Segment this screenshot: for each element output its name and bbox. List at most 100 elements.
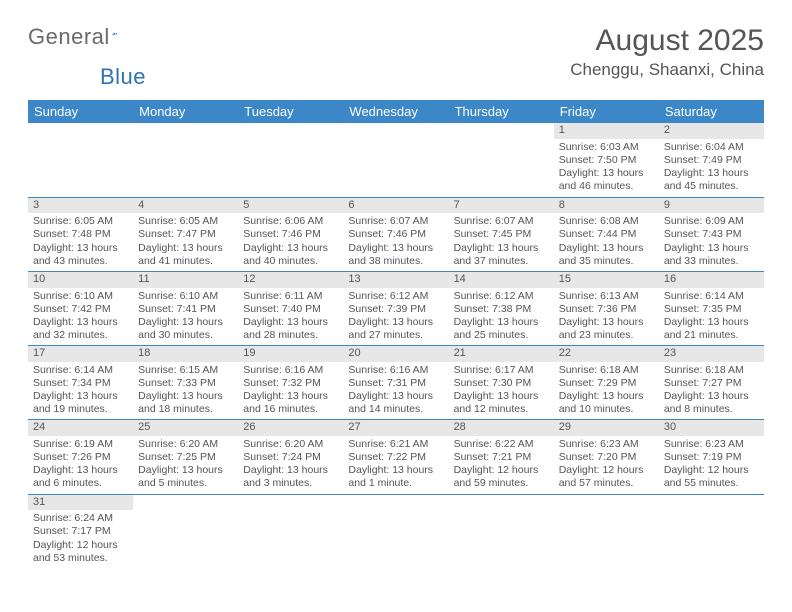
calendar-cell: 9Sunrise: 6:09 AMSunset: 7:43 PMDaylight… [659, 197, 764, 271]
calendar-cell: 2Sunrise: 6:04 AMSunset: 7:49 PMDaylight… [659, 123, 764, 197]
day-number: 15 [554, 272, 659, 288]
day-number: 4 [133, 198, 238, 214]
day-body: Sunrise: 6:18 AMSunset: 7:27 PMDaylight:… [659, 362, 764, 420]
sunrise-text: Sunrise: 6:14 AM [33, 364, 128, 377]
day-body: Sunrise: 6:10 AMSunset: 7:41 PMDaylight:… [133, 288, 238, 346]
sunset-text: Sunset: 7:21 PM [454, 451, 549, 464]
day-body: Sunrise: 6:14 AMSunset: 7:34 PMDaylight:… [28, 362, 133, 420]
sunrise-text: Sunrise: 6:09 AM [664, 215, 759, 228]
sunset-text: Sunset: 7:24 PM [243, 451, 338, 464]
day-body: Sunrise: 6:20 AMSunset: 7:25 PMDaylight:… [133, 436, 238, 494]
sunrise-text: Sunrise: 6:11 AM [243, 290, 338, 303]
sunrise-text: Sunrise: 6:21 AM [348, 438, 443, 451]
weekday-header: Saturday [659, 100, 764, 123]
calendar-cell [343, 123, 448, 197]
day-body: Sunrise: 6:10 AMSunset: 7:42 PMDaylight:… [28, 288, 133, 346]
day-body: Sunrise: 6:23 AMSunset: 7:19 PMDaylight:… [659, 436, 764, 494]
calendar-cell [133, 123, 238, 197]
calendar-cell: 11Sunrise: 6:10 AMSunset: 7:41 PMDayligh… [133, 271, 238, 345]
calendar-cell: 10Sunrise: 6:10 AMSunset: 7:42 PMDayligh… [28, 271, 133, 345]
sunrise-text: Sunrise: 6:14 AM [664, 290, 759, 303]
brand-logo: General [28, 24, 140, 50]
calendar-week: 1 Sunrise: 6:03 AMSunset: 7:50 PMDaylight… [28, 123, 764, 197]
daylight-text: Daylight: 13 hours and 14 minutes. [348, 390, 443, 416]
sunrise-text: Sunrise: 6:23 AM [559, 438, 654, 451]
day-body: Sunrise: 6:16 AMSunset: 7:32 PMDaylight:… [238, 362, 343, 420]
sunset-text: Sunset: 7:49 PM [664, 154, 759, 167]
sunrise-text: Sunrise: 6:03 AM [559, 141, 654, 154]
daylight-text: Daylight: 13 hours and 32 minutes. [33, 316, 128, 342]
calendar-week: 3Sunrise: 6:05 AMSunset: 7:48 PMDaylight… [28, 197, 764, 271]
calendar-cell: 22Sunrise: 6:18 AMSunset: 7:29 PMDayligh… [554, 346, 659, 420]
day-body: Sunrise: 6:17 AMSunset: 7:30 PMDaylight:… [449, 362, 554, 420]
calendar-cell: 20Sunrise: 6:16 AMSunset: 7:31 PMDayligh… [343, 346, 448, 420]
day-number: 23 [659, 346, 764, 362]
sunrise-text: Sunrise: 6:10 AM [33, 290, 128, 303]
sunset-text: Sunset: 7:31 PM [348, 377, 443, 390]
sunrise-text: Sunrise: 6:07 AM [454, 215, 549, 228]
daylight-text: Daylight: 13 hours and 37 minutes. [454, 242, 549, 268]
daylight-text: Daylight: 13 hours and 33 minutes. [664, 242, 759, 268]
calendar-week: 31Sunrise: 6:24 AMSunset: 7:17 PMDayligh… [28, 494, 764, 568]
day-body: Sunrise: 6:05 AMSunset: 7:47 PMDaylight:… [133, 213, 238, 271]
day-body: Sunrise: 6:05 AMSunset: 7:48 PMDaylight:… [28, 213, 133, 271]
sunset-text: Sunset: 7:43 PM [664, 228, 759, 241]
calendar-cell: 6Sunrise: 6:07 AMSunset: 7:46 PMDaylight… [343, 197, 448, 271]
daylight-text: Daylight: 13 hours and 46 minutes. [559, 167, 654, 193]
day-body: Sunrise: 6:22 AMSunset: 7:21 PMDaylight:… [449, 436, 554, 494]
sunrise-text: Sunrise: 6:04 AM [664, 141, 759, 154]
calendar-cell [449, 123, 554, 197]
day-number: 12 [238, 272, 343, 288]
sunset-text: Sunset: 7:33 PM [138, 377, 233, 390]
day-number: 16 [659, 272, 764, 288]
calendar-cell [449, 494, 554, 568]
calendar-week: 10Sunrise: 6:10 AMSunset: 7:42 PMDayligh… [28, 271, 764, 345]
brand-word1: General [28, 24, 110, 50]
day-body: Sunrise: 6:13 AMSunset: 7:36 PMDaylight:… [554, 288, 659, 346]
day-number: 5 [238, 198, 343, 214]
sunrise-text: Sunrise: 6:16 AM [348, 364, 443, 377]
sunrise-text: Sunrise: 6:12 AM [454, 290, 549, 303]
daylight-text: Daylight: 13 hours and 40 minutes. [243, 242, 338, 268]
sunset-text: Sunset: 7:48 PM [33, 228, 128, 241]
day-number: 7 [449, 198, 554, 214]
title-block: August 2025 Chenggu, Shaanxi, China [570, 24, 764, 80]
sunrise-text: Sunrise: 6:06 AM [243, 215, 338, 228]
day-number: 24 [28, 420, 133, 436]
day-body: Sunrise: 6:23 AMSunset: 7:20 PMDaylight:… [554, 436, 659, 494]
day-number: 1 [554, 123, 659, 139]
daylight-text: Daylight: 12 hours and 53 minutes. [33, 539, 128, 565]
calendar-cell: 5Sunrise: 6:06 AMSunset: 7:46 PMDaylight… [238, 197, 343, 271]
day-body: Sunrise: 6:12 AMSunset: 7:38 PMDaylight:… [449, 288, 554, 346]
daylight-text: Daylight: 13 hours and 38 minutes. [348, 242, 443, 268]
flag-icon [112, 24, 118, 44]
sunset-text: Sunset: 7:50 PM [559, 154, 654, 167]
calendar-cell: 28Sunrise: 6:22 AMSunset: 7:21 PMDayligh… [449, 420, 554, 494]
day-number: 14 [449, 272, 554, 288]
day-number: 26 [238, 420, 343, 436]
calendar-cell [238, 494, 343, 568]
sunset-text: Sunset: 7:41 PM [138, 303, 233, 316]
calendar-cell: 4Sunrise: 6:05 AMSunset: 7:47 PMDaylight… [133, 197, 238, 271]
sunrise-text: Sunrise: 6:05 AM [138, 215, 233, 228]
sunrise-text: Sunrise: 6:20 AM [138, 438, 233, 451]
calendar-cell: 23Sunrise: 6:18 AMSunset: 7:27 PMDayligh… [659, 346, 764, 420]
day-body: Sunrise: 6:11 AMSunset: 7:40 PMDaylight:… [238, 288, 343, 346]
sunset-text: Sunset: 7:42 PM [33, 303, 128, 316]
day-number: 3 [28, 198, 133, 214]
day-body: Sunrise: 6:21 AMSunset: 7:22 PMDaylight:… [343, 436, 448, 494]
daylight-text: Daylight: 13 hours and 5 minutes. [138, 464, 233, 490]
sunset-text: Sunset: 7:29 PM [559, 377, 654, 390]
day-body: Sunrise: 6:04 AMSunset: 7:49 PMDaylight:… [659, 139, 764, 197]
day-body: Sunrise: 6:15 AMSunset: 7:33 PMDaylight:… [133, 362, 238, 420]
sunset-text: Sunset: 7:19 PM [664, 451, 759, 464]
day-number: 19 [238, 346, 343, 362]
day-number: 8 [554, 198, 659, 214]
location: Chenggu, Shaanxi, China [570, 60, 764, 80]
day-number: 17 [28, 346, 133, 362]
sunset-text: Sunset: 7:32 PM [243, 377, 338, 390]
daylight-text: Daylight: 13 hours and 27 minutes. [348, 316, 443, 342]
calendar-cell [659, 494, 764, 568]
daylight-text: Daylight: 13 hours and 41 minutes. [138, 242, 233, 268]
sunrise-text: Sunrise: 6:05 AM [33, 215, 128, 228]
